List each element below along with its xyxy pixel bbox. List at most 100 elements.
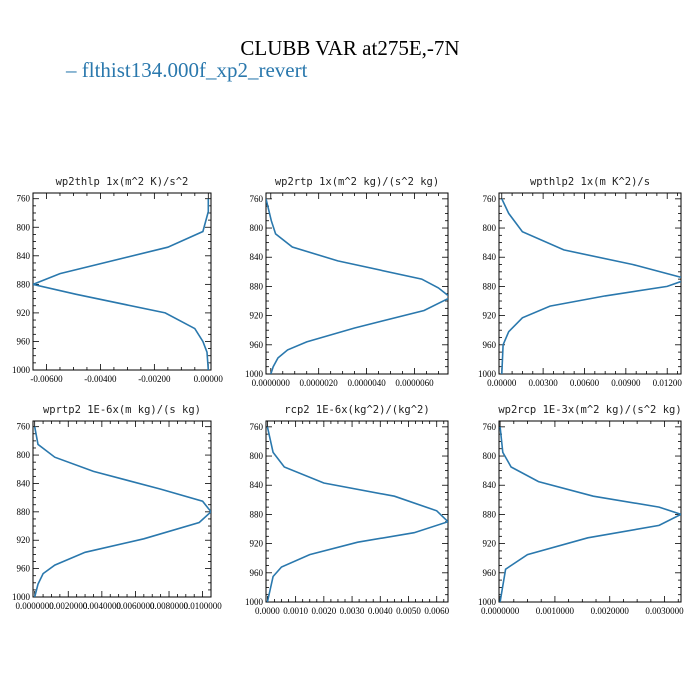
panel-2: wp2rtp 1x(m^2 kg)/(s^2 kg) 760 800 840 880 92… <box>245 176 449 388</box>
x-tick-label: 0.0030000 <box>645 606 684 616</box>
plot-frame <box>32 420 212 598</box>
y-tick-label: 1000 <box>478 597 497 607</box>
series-line <box>266 198 448 374</box>
y-tick-label: 760 <box>17 422 31 432</box>
y-tick-label: 920 <box>250 311 264 321</box>
y-tick-label: 800 <box>483 223 497 233</box>
series-line <box>266 426 448 602</box>
x-tick-label: 0.0100000 <box>183 601 222 611</box>
x-tick-label: 0.00300 <box>528 378 558 388</box>
panel-4: wprtp2 1E-6x(m kg)/(s kg) 760 800 840 880 920… <box>12 404 222 611</box>
y-tick-label: 880 <box>483 281 497 291</box>
panel-1: wp2thlp 1x(m^2 K)/s^2 760 800 840 880 920 960 1… <box>12 176 223 384</box>
y-tick-label: 800 <box>483 451 497 461</box>
series-line <box>33 198 210 370</box>
y-tick-label: 920 <box>250 539 264 549</box>
y-tick-label: 960 <box>17 336 31 346</box>
legend-label: flthist134.000f_xp2_revert <box>81 58 308 82</box>
y-tick-label: 960 <box>483 340 497 350</box>
y-tick-label: 880 <box>17 279 31 289</box>
y-tick-label: 840 <box>250 252 264 262</box>
x-tick-label: 0.0010 <box>283 606 308 616</box>
y-tick-label: 840 <box>17 478 31 488</box>
x-tick-label: 0.0020000 <box>49 601 88 611</box>
legend-line-icon: – <box>66 58 77 82</box>
y-tick-label: 760 <box>17 194 31 204</box>
panel-title: wp2rcp 1E-3x(m^2 kg)/(s^2 kg) <box>498 404 681 416</box>
x-tick-label: 0.0000 <box>255 606 280 616</box>
x-tick-label: 0.0060000 <box>116 601 155 611</box>
y-tick-label: 920 <box>17 308 31 318</box>
x-tick-label: 0.0000000 <box>16 601 55 611</box>
plot-frame <box>265 192 449 375</box>
y-tick-label: 960 <box>17 564 31 574</box>
x-tick-label: 0.01200 <box>653 378 683 388</box>
x-tick-label: 0.00600 <box>570 378 600 388</box>
y-tick-label: 960 <box>250 568 264 578</box>
x-tick-label: 0.00000 <box>194 374 224 384</box>
y-tick-label: 760 <box>250 422 264 432</box>
y-tick-label: 840 <box>483 480 497 490</box>
panel-6: wp2rcp 1E-3x(m^2 kg)/(s^2 kg)760 800 840 88… <box>478 404 684 616</box>
series-line <box>33 426 211 597</box>
plot-frame <box>498 420 682 603</box>
y-tick-label: 760 <box>250 194 264 204</box>
x-tick-label: 0.0020 <box>311 606 336 616</box>
panel-5: rcp2 1E-6x(kg^2)/(kg^2) 760 800 840 880 920 96… <box>245 404 450 616</box>
y-tick-label: 800 <box>17 450 31 460</box>
y-tick-label: 800 <box>250 451 264 461</box>
y-tick-label: 840 <box>483 252 497 262</box>
y-tick-label: 1000 <box>245 369 264 379</box>
x-tick-label: -0.00400 <box>84 374 117 384</box>
y-tick-label: 1000 <box>12 365 31 375</box>
x-tick-label: 0.0060 <box>424 606 449 616</box>
y-tick-label: 840 <box>250 480 264 490</box>
legend: – flthist134.000f_xp2_revert <box>66 58 307 83</box>
x-tick-label: 0.0000040 <box>347 378 386 388</box>
series-line <box>499 426 681 602</box>
y-tick-label: 760 <box>483 422 497 432</box>
x-tick-label: 0.0000000 <box>252 378 291 388</box>
x-tick-label: -0.00600 <box>30 374 63 384</box>
panel-title: wpthlp2 1x(m K^2)/s <box>530 176 650 188</box>
plot-frame <box>265 420 449 603</box>
panel-title: rcp2 1E-6x(kg^2)/(kg^2) <box>284 404 429 416</box>
x-tick-label: 0.0040 <box>368 606 393 616</box>
y-tick-label: 920 <box>17 535 31 545</box>
x-tick-label: 0.0030 <box>340 606 365 616</box>
y-tick-label: 880 <box>250 281 264 291</box>
y-tick-label: 920 <box>483 311 497 321</box>
x-tick-label: 0.0010000 <box>536 606 575 616</box>
y-tick-label: 800 <box>17 222 31 232</box>
panel-title: wp2rtp 1x(m^2 kg)/(s^2 kg) <box>275 176 439 188</box>
x-tick-label: 0.0050 <box>396 606 421 616</box>
y-tick-label: 760 <box>483 194 497 204</box>
x-tick-label: 0.00900 <box>611 378 641 388</box>
panel-title: wp2thlp 1x(m^2 K)/s^2 <box>56 176 189 188</box>
x-tick-label: -0.00200 <box>138 374 171 384</box>
panel-title: wprtp2 1E-6x(m kg)/(s kg) <box>43 404 201 416</box>
y-tick-label: 1000 <box>245 597 264 607</box>
y-tick-label: 880 <box>17 507 31 517</box>
y-tick-label: 960 <box>250 340 264 350</box>
y-tick-label: 1000 <box>12 592 31 602</box>
y-tick-label: 880 <box>483 509 497 519</box>
plot-frame <box>498 192 682 375</box>
x-tick-label: 0.0020000 <box>591 606 630 616</box>
x-tick-label: 0.0000060 <box>395 378 434 388</box>
x-tick-label: 0.0040000 <box>83 601 122 611</box>
y-tick-label: 1000 <box>478 369 497 379</box>
panel-3: wpthlp2 1x(m K^2)/s 760 800 840 880 920 960 100… <box>478 176 683 388</box>
x-tick-label: 0.00000 <box>487 378 517 388</box>
y-tick-label: 840 <box>17 251 31 261</box>
figure-title: CLUBB VAR at275E,-7N <box>240 36 460 60</box>
x-tick-label: 0.0000000 <box>481 606 520 616</box>
y-tick-label: 960 <box>483 568 497 578</box>
x-tick-label: 0.0080000 <box>150 601 189 611</box>
y-tick-label: 920 <box>483 539 497 549</box>
plot-frame <box>32 192 212 371</box>
series-line <box>501 198 681 374</box>
y-tick-label: 880 <box>250 509 264 519</box>
y-tick-label: 800 <box>250 223 264 233</box>
